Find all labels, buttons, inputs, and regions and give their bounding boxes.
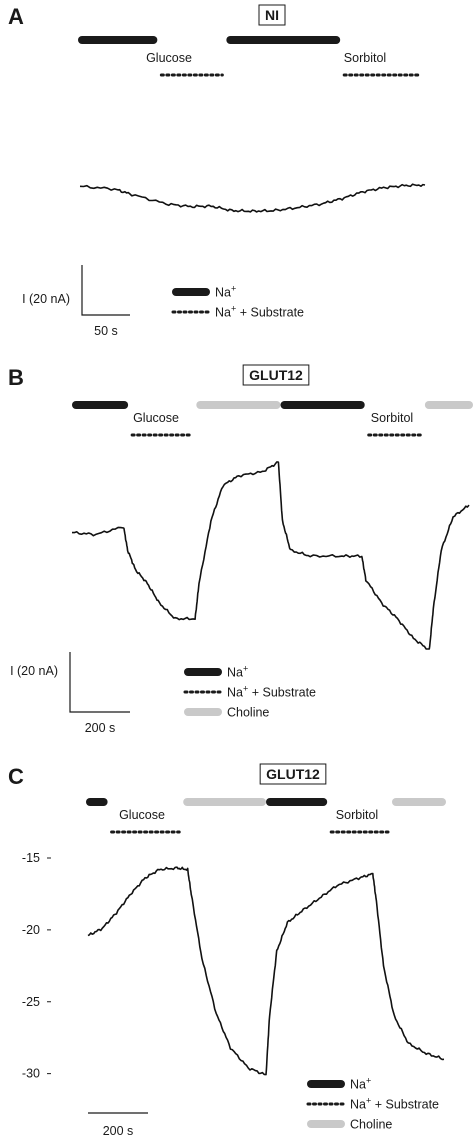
legend-label-rest: + Substrate: [236, 306, 304, 320]
scale-bar-x-label: 200 s: [103, 1124, 134, 1138]
legend-label: Na+: [350, 1076, 371, 1092]
panel-label-B: B: [8, 365, 24, 390]
scale-bar-x-label: 200 s: [85, 721, 116, 735]
stimulus-label: Glucose: [133, 411, 179, 425]
y-tick-label: -20: [22, 923, 40, 937]
current-trace: [79, 183, 426, 213]
panel-title: NI: [265, 7, 279, 23]
stimulus-label: Sorbitol: [344, 51, 386, 65]
panel-title: GLUT12: [266, 766, 320, 782]
legend-label-main: Na: [227, 686, 243, 700]
legend-label-rest: + Substrate: [248, 686, 316, 700]
legend-label-sup: +: [366, 1076, 371, 1086]
legend-label-main: Choline: [227, 706, 269, 720]
legend-label: Choline: [227, 706, 269, 720]
legend-label: Na+: [215, 284, 236, 300]
legend-label-main: Choline: [350, 1118, 392, 1132]
scale-bar: [69, 652, 130, 713]
scale-bar-y-label: I (20 nA): [10, 664, 58, 678]
legend-label-main: Na: [215, 306, 231, 320]
current-trace: [87, 866, 445, 1076]
legend-label: Na+ + Substrate: [227, 684, 316, 700]
panel-label-C: C: [8, 764, 24, 789]
legend-label-sup: +: [231, 284, 236, 294]
legend-label: Na+ + Substrate: [350, 1096, 439, 1112]
panel-title-box: NI: [258, 4, 286, 26]
legend-label-sup: +: [243, 684, 248, 694]
legend-label-main: Na: [350, 1078, 366, 1092]
panel-title-frame: [258, 4, 286, 26]
panel-title-box: GLUT12: [242, 364, 310, 386]
stimulus-label: Glucose: [146, 51, 192, 65]
y-tick-label: -30: [22, 1067, 40, 1081]
stimulus-label: Sorbitol: [371, 411, 413, 425]
legend-label: Choline: [350, 1118, 392, 1132]
legend-label-main: Na: [215, 286, 231, 300]
stimulus-label: Glucose: [119, 808, 165, 822]
scale-bar-x-label: 50 s: [94, 324, 118, 338]
panel-title-box: GLUT12: [259, 763, 327, 785]
legend-label-sup: +: [243, 664, 248, 674]
legend-label-rest: + Substrate: [371, 1098, 439, 1112]
legend-label-sup: +: [366, 1096, 371, 1106]
scale-bar: [81, 265, 130, 316]
y-tick-label: -15: [22, 851, 40, 865]
legend-label: Na+: [227, 664, 248, 680]
legend-label-main: Na: [350, 1098, 366, 1112]
legend-label-sup: +: [231, 304, 236, 314]
stimulus-label: Sorbitol: [336, 808, 378, 822]
legend-label: Na+ + Substrate: [215, 304, 304, 320]
panel-title: GLUT12: [249, 367, 303, 383]
panel-title-frame: [242, 364, 310, 386]
current-trace: [72, 461, 470, 650]
y-tick-label: -25: [22, 995, 40, 1009]
panel-label-A: A: [8, 4, 24, 29]
panel-title-frame: [259, 763, 327, 785]
legend-label-main: Na: [227, 666, 243, 680]
scale-bar-y-label: I (20 nA): [22, 292, 70, 306]
